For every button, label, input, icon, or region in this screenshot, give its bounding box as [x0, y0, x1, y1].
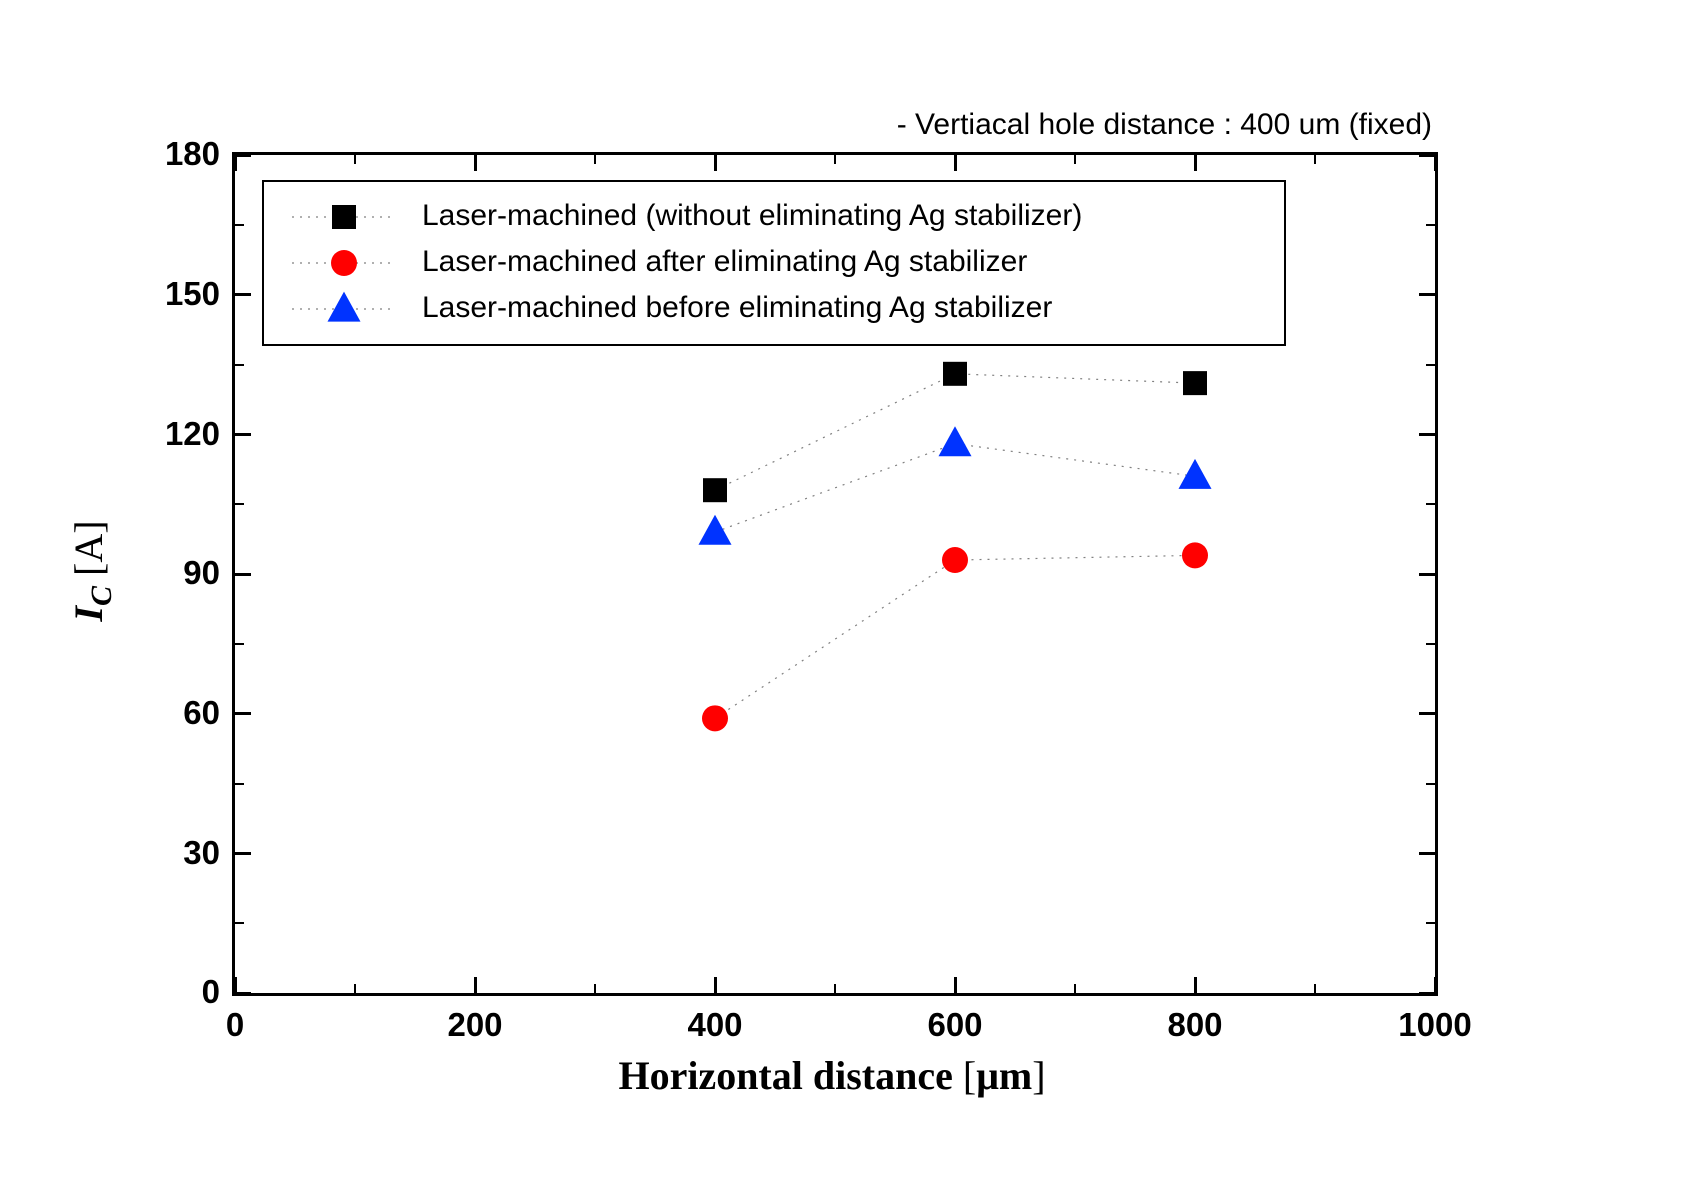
- series-marker-before_eliminating: [699, 515, 732, 545]
- x-tick-label: 200: [435, 1006, 515, 1044]
- y-tick-minor: [235, 503, 244, 505]
- y-tick-minor: [235, 783, 244, 785]
- y-tick-label: 180: [165, 135, 220, 173]
- y-tick-minor: [235, 224, 244, 226]
- series-marker-without_eliminating: [1183, 371, 1207, 395]
- x-tick-major: [474, 155, 477, 171]
- y-axis-title: IC [A]: [65, 520, 119, 621]
- y-tick-minor: [1426, 224, 1435, 226]
- y-tick-major: [1419, 852, 1435, 855]
- x-tick-minor: [1314, 984, 1316, 993]
- legend-label-without_eliminating: Laser-machined (without eliminating Ag s…: [422, 199, 1082, 233]
- x-tick-minor: [354, 984, 356, 993]
- y-tick-major: [1419, 573, 1435, 576]
- x-tick-major: [1194, 155, 1197, 171]
- y-tick-minor: [1426, 783, 1435, 785]
- x-tick-minor: [834, 984, 836, 993]
- x-tick-minor: [834, 155, 836, 164]
- x-tick-label: 800: [1155, 1006, 1235, 1044]
- x-tick-label: 600: [915, 1006, 995, 1044]
- y-tick-major: [235, 154, 251, 157]
- y-tick-major: [235, 712, 251, 715]
- y-tick-minor: [1426, 643, 1435, 645]
- x-axis-title: Horizontal distance [μm]: [582, 1052, 1082, 1099]
- y-tick-major: [1419, 992, 1435, 995]
- x-tick-major: [1434, 155, 1437, 171]
- x-tick-label: 400: [675, 1006, 755, 1044]
- y-tick-major: [1419, 712, 1435, 715]
- x-tick-major: [954, 155, 957, 171]
- legend-label-before_eliminating: Laser-machined before eliminating Ag sta…: [422, 291, 1052, 325]
- y-tick-major: [235, 573, 251, 576]
- series-marker-without_eliminating: [943, 362, 967, 386]
- x-tick-minor: [1314, 155, 1316, 164]
- x-tick-minor: [1074, 155, 1076, 164]
- legend: Laser-machined (without eliminating Ag s…: [262, 180, 1286, 346]
- x-tick-minor: [594, 984, 596, 993]
- y-tick-label: 150: [165, 275, 220, 313]
- legend-marker-before_eliminating: [328, 292, 361, 322]
- series-marker-without_eliminating: [703, 478, 727, 502]
- y-tick-minor: [1426, 922, 1435, 924]
- x-tick-major: [954, 977, 957, 993]
- y-tick-label: 90: [183, 554, 220, 592]
- series-marker-after_eliminating: [702, 705, 728, 731]
- chart-annotation: - Vertiacal hole distance : 400 um (fixe…: [897, 108, 1432, 142]
- x-tick-major: [474, 977, 477, 993]
- y-tick-label: 60: [183, 694, 220, 732]
- x-tick-major: [714, 155, 717, 171]
- x-tick-major: [234, 155, 237, 171]
- chart-container: - Vertiacal hole distance : 400 um (fixe…: [0, 0, 1694, 1190]
- series-line-before_eliminating: [715, 444, 1195, 532]
- series-marker-before_eliminating: [939, 426, 972, 456]
- x-tick-minor: [594, 155, 596, 164]
- x-tick-minor: [354, 155, 356, 164]
- y-tick-major: [235, 293, 251, 296]
- y-tick-minor: [1426, 503, 1435, 505]
- y-tick-label: 30: [183, 834, 220, 872]
- x-tick-major: [1194, 977, 1197, 993]
- y-tick-major: [235, 992, 251, 995]
- y-tick-major: [1419, 293, 1435, 296]
- series-marker-before_eliminating: [1179, 459, 1212, 489]
- y-tick-major: [1419, 433, 1435, 436]
- y-tick-minor: [235, 922, 244, 924]
- legend-marker-without_eliminating: [332, 205, 356, 229]
- y-tick-minor: [235, 364, 244, 366]
- y-tick-major: [235, 433, 251, 436]
- y-tick-minor: [1426, 364, 1435, 366]
- x-tick-label: 0: [195, 1006, 275, 1044]
- legend-marker-after_eliminating: [331, 250, 357, 276]
- y-tick-major: [235, 852, 251, 855]
- y-tick-minor: [235, 643, 244, 645]
- y-tick-label: 120: [165, 415, 220, 453]
- series-marker-after_eliminating: [1182, 542, 1208, 568]
- series-line-after_eliminating: [715, 555, 1195, 718]
- y-tick-major: [1419, 154, 1435, 157]
- x-tick-label: 1000: [1395, 1006, 1475, 1044]
- y-tick-label: 0: [202, 973, 220, 1011]
- series-marker-after_eliminating: [942, 547, 968, 573]
- x-tick-minor: [1074, 984, 1076, 993]
- x-tick-major: [714, 977, 717, 993]
- legend-label-after_eliminating: Laser-machined after eliminating Ag stab…: [422, 245, 1027, 279]
